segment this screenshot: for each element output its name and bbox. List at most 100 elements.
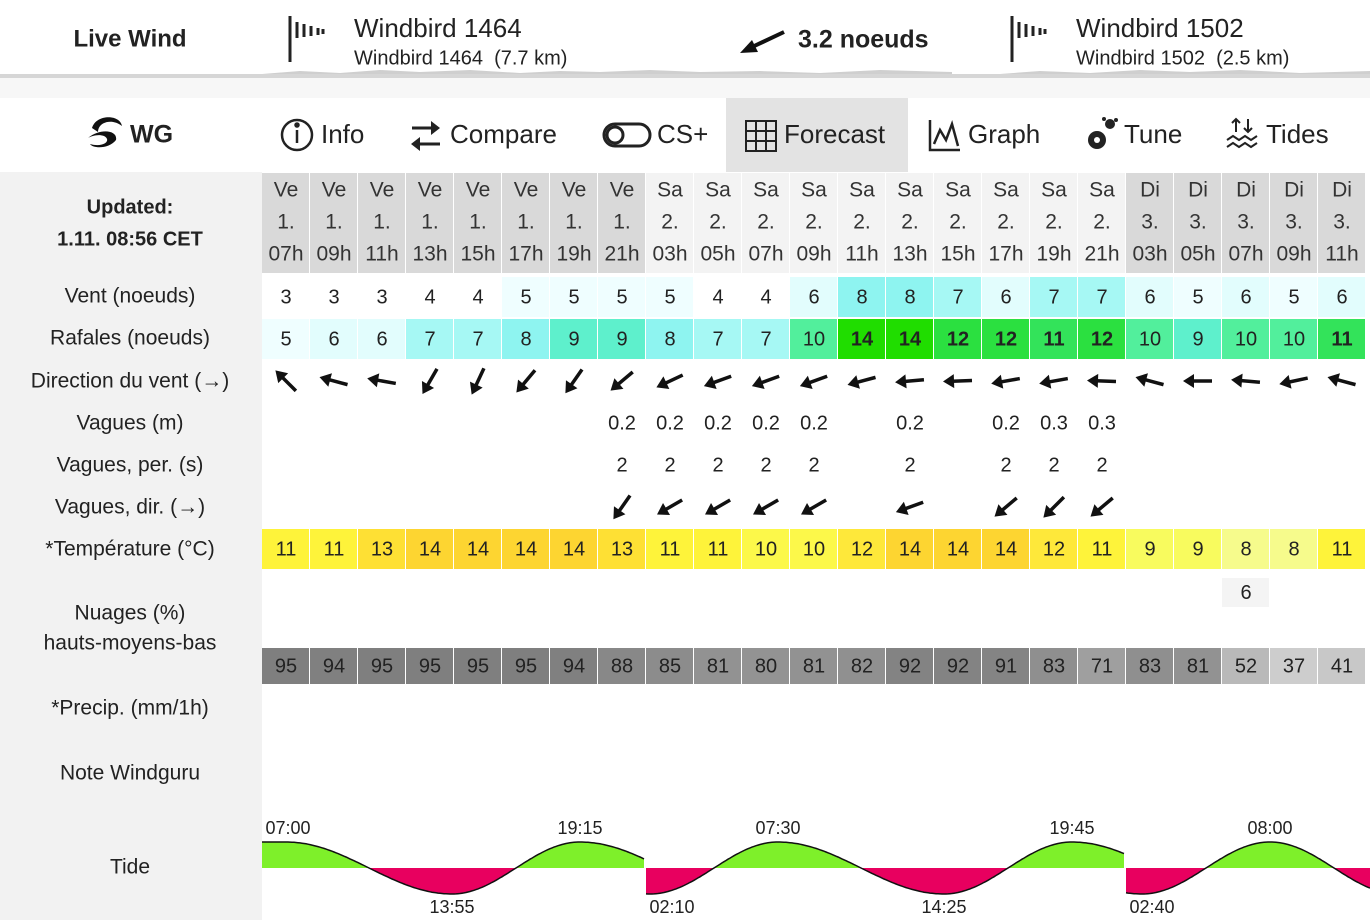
cell-bg — [886, 648, 933, 684]
low-tide-time: 14:25 — [921, 897, 966, 917]
arrow-shaft — [999, 376, 1021, 384]
cell-bg — [1318, 277, 1365, 317]
header-hour: 13h — [892, 243, 927, 266]
header-cell — [934, 173, 981, 273]
nav-tab[interactable]: Tune — [1124, 119, 1182, 149]
cell-value: 83 — [1043, 655, 1065, 677]
cell-bg — [1174, 648, 1221, 684]
header-cell — [502, 173, 549, 273]
arrow-shaft — [520, 369, 537, 387]
row-label: Rafales (noeuds) — [50, 327, 210, 350]
direction-arrow — [1090, 496, 1114, 517]
header-date: 3. — [1333, 211, 1351, 234]
arrow-shaft — [759, 374, 780, 385]
cell-bg — [598, 648, 645, 684]
arrow-head — [994, 504, 1008, 517]
cell-bg — [550, 319, 597, 359]
tide-low-area — [1126, 868, 1370, 894]
direction-arrow — [801, 498, 827, 516]
tides-icon — [1226, 117, 1258, 149]
tide-curve — [1125, 841, 1370, 895]
cell-value: 11 — [1043, 328, 1064, 350]
cell-value: 11 — [660, 538, 681, 560]
direction-arrow — [1039, 374, 1069, 389]
header-day: Di — [1188, 179, 1208, 202]
direction-arrow — [1231, 373, 1261, 388]
nav-tab[interactable]: Graph — [968, 119, 1040, 149]
cell-value: 9 — [616, 328, 627, 350]
cell-bg — [1078, 648, 1125, 684]
logo-text: WG — [130, 121, 173, 149]
tide-high-area — [262, 842, 644, 868]
cell-bg — [934, 529, 981, 569]
nav-tab[interactable]: Compare — [450, 119, 557, 149]
nav-tab[interactable]: Tides — [1266, 119, 1329, 149]
cell-bg — [1222, 277, 1269, 317]
cell-bg — [1126, 529, 1173, 569]
arrow-shaft — [1239, 378, 1261, 384]
nav-tab[interactable]: Forecast — [784, 119, 886, 149]
header-day: Sa — [801, 179, 827, 202]
header-date: 1. — [565, 211, 583, 234]
arrow-shaft — [951, 378, 973, 383]
cell-value: 8 — [664, 328, 675, 350]
header-hour: 07h — [1228, 243, 1263, 266]
arrow-shaft — [711, 498, 731, 512]
arrow-head — [516, 379, 529, 393]
cell-bg — [406, 529, 453, 569]
cell-value: 95 — [371, 655, 393, 677]
cell-bg — [358, 319, 405, 359]
cell-value: 3 — [280, 286, 291, 308]
header-hour: 09h — [796, 243, 831, 266]
cell-bg — [358, 529, 405, 569]
arrow-shaft — [903, 500, 924, 511]
header-cell — [550, 173, 597, 273]
cell-bg — [1078, 319, 1125, 359]
wg-logo[interactable]: WG — [88, 117, 173, 149]
header-date: 2. — [757, 211, 775, 234]
arrow-head — [1087, 373, 1099, 388]
cell-bg — [406, 277, 453, 317]
direction-arrow — [469, 367, 486, 395]
cell-bg — [454, 319, 501, 359]
cell-bg — [454, 277, 501, 317]
cell-value: 4 — [712, 286, 723, 308]
cell-value: 81 — [707, 655, 729, 677]
direction-arrow — [943, 374, 973, 389]
tide-high-area — [1126, 842, 1370, 868]
arrow-head — [753, 502, 767, 516]
cell-bg — [310, 277, 357, 317]
cell-value: 4 — [424, 286, 435, 308]
row-label: Note Windguru — [60, 762, 200, 785]
header-day: Ve — [514, 179, 539, 202]
cell-value: 10 — [1283, 328, 1305, 350]
header-cell — [262, 173, 309, 273]
cell-value: 7 — [760, 328, 771, 350]
arrow-shaft — [1143, 377, 1164, 387]
arrow-head — [657, 502, 671, 516]
direction-arrow — [516, 369, 537, 393]
arrow-shaft — [569, 368, 584, 387]
cell-bg — [982, 648, 1029, 684]
updated-label: Updated: — [87, 196, 174, 218]
header-date: 2. — [997, 211, 1015, 234]
cell-bg — [646, 648, 693, 684]
nav-tab[interactable]: Info — [321, 119, 364, 149]
current-wind-arrow — [740, 30, 785, 53]
cell-value: 6 — [376, 328, 387, 350]
cell-value: 12 — [1043, 538, 1065, 560]
header-cell — [1222, 173, 1269, 273]
cell-value: 41 — [1331, 655, 1353, 677]
cell-bg — [1126, 277, 1173, 317]
row-label: Nuages (%) — [75, 602, 186, 625]
station-name[interactable]: Windbird 1502 — [1076, 13, 1244, 43]
header-day: Ve — [418, 179, 443, 202]
nav-tab[interactable]: CS+ — [657, 119, 708, 149]
cell-value: 94 — [323, 655, 345, 677]
cell-bg — [550, 529, 597, 569]
header-cell — [646, 173, 693, 273]
toggle-icon — [602, 122, 652, 148]
header-day: Ve — [370, 179, 395, 202]
station-name[interactable]: Windbird 1464 — [354, 13, 522, 43]
arrow-shaft — [711, 374, 732, 385]
